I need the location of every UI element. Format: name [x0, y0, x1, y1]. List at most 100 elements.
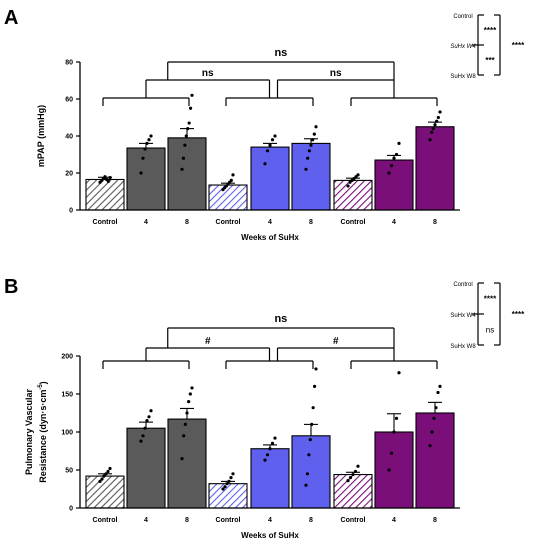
data-point	[438, 110, 442, 114]
x-tick-label: 4	[144, 219, 148, 226]
data-point	[223, 485, 227, 489]
y-tick-label: 100	[61, 430, 73, 437]
data-point	[348, 476, 353, 480]
data-point	[351, 472, 355, 477]
data-point	[268, 447, 272, 451]
y-tick-label: 50	[65, 468, 73, 475]
data-point	[438, 384, 442, 388]
significance-label: #	[205, 336, 211, 347]
data-point	[314, 125, 318, 129]
data-point	[435, 119, 439, 123]
y-tick-label: 0	[69, 208, 73, 215]
data-point	[149, 134, 153, 138]
data-point	[273, 436, 277, 440]
y-tick-label: 0	[69, 506, 73, 513]
data-point	[141, 156, 145, 160]
legend-significance: ****	[512, 310, 525, 319]
significance-label: ns	[274, 313, 287, 325]
bar	[167, 137, 207, 211]
data-point	[187, 121, 191, 125]
data-point	[180, 457, 184, 461]
bar	[126, 427, 166, 509]
data-point	[106, 179, 110, 183]
data-point	[139, 171, 143, 175]
panel-letter: A	[4, 7, 18, 29]
y-axis-label-2: Resistance (dyn·s·cm-5)	[38, 381, 48, 482]
y-tick-label: 200	[61, 354, 73, 361]
data-point	[139, 439, 143, 443]
data-point	[436, 390, 440, 395]
data-point	[392, 430, 396, 434]
bar	[291, 435, 331, 509]
data-point	[190, 386, 194, 390]
data-point	[180, 167, 184, 171]
data-point	[306, 156, 310, 160]
data-point	[265, 453, 270, 457]
legend-significance: ns	[486, 326, 494, 335]
y-label-end: )	[38, 381, 48, 384]
bar	[374, 159, 414, 211]
data-point	[304, 167, 308, 171]
data-point	[309, 143, 313, 147]
data-point	[397, 371, 401, 375]
data-point	[104, 472, 108, 476]
data-point	[227, 479, 231, 483]
bar	[208, 483, 248, 509]
data-point	[436, 115, 440, 120]
legend-label: Control	[453, 14, 472, 20]
data-point	[392, 156, 396, 160]
panel-B: B 0 50 100 150 200 Pulmonary Vascular Resistanc…	[4, 276, 525, 540]
y-tick-label: 20	[65, 171, 73, 178]
data-point	[307, 149, 311, 153]
data-point	[265, 149, 270, 153]
legend-significance: ****	[484, 295, 497, 304]
bar	[167, 418, 207, 509]
y-axis-label: Pulmonary Vascular	[24, 388, 34, 475]
data-point	[311, 138, 315, 142]
bar	[126, 147, 166, 211]
data-point	[268, 143, 272, 147]
x-tick-label: 4	[268, 219, 272, 226]
legend-label: Control	[453, 282, 472, 288]
data-point	[186, 127, 190, 131]
data-point	[143, 147, 147, 151]
x-tick-label: Control	[93, 219, 118, 226]
data-point	[147, 138, 151, 142]
panel-letter: B	[4, 276, 18, 298]
data-point	[182, 434, 186, 438]
data-point	[231, 472, 235, 476]
significance-label: ns	[330, 68, 342, 79]
data-point	[431, 127, 435, 131]
data-point	[98, 479, 102, 483]
data-point	[356, 173, 360, 177]
data-point	[430, 430, 434, 434]
bar	[333, 474, 373, 509]
data-point	[188, 392, 192, 396]
bar	[250, 146, 290, 211]
data-point	[143, 426, 147, 430]
data-point	[312, 384, 317, 388]
data-point	[353, 469, 358, 474]
data-point	[141, 434, 145, 438]
data-point	[100, 477, 104, 481]
data-point	[225, 482, 229, 486]
significance-label: #	[333, 336, 339, 347]
data-point	[263, 162, 267, 166]
data-point	[183, 143, 187, 147]
y-label-sup: -5	[38, 384, 44, 390]
data-point	[428, 444, 432, 448]
data-point	[434, 406, 438, 410]
data-point	[387, 171, 391, 175]
bar	[415, 412, 455, 509]
bar	[374, 431, 414, 509]
data-point	[304, 483, 308, 487]
bar	[208, 184, 248, 211]
x-tick-label: 4	[392, 219, 396, 226]
data-point	[273, 134, 277, 138]
y-tick-label: 60	[65, 97, 73, 104]
data-point	[108, 176, 112, 180]
bar	[85, 178, 125, 211]
y-label-base: Resistance (dyn·s·cm	[38, 390, 48, 483]
legend-label: SuHx W4	[450, 313, 476, 319]
